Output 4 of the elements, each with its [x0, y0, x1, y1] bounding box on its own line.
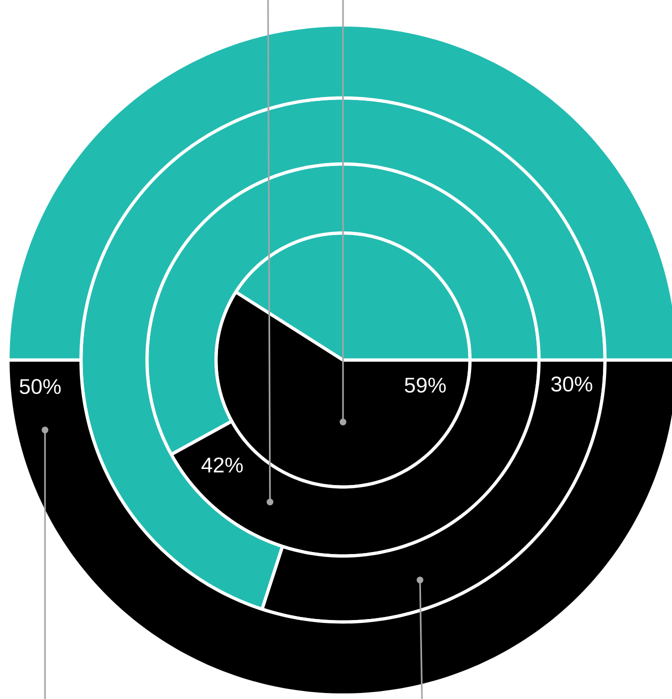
data-label: 42%	[201, 457, 243, 472]
data-label: 30%	[551, 376, 592, 392]
data-label: 59%	[404, 378, 446, 393]
data-label: 50%	[20, 378, 61, 394]
